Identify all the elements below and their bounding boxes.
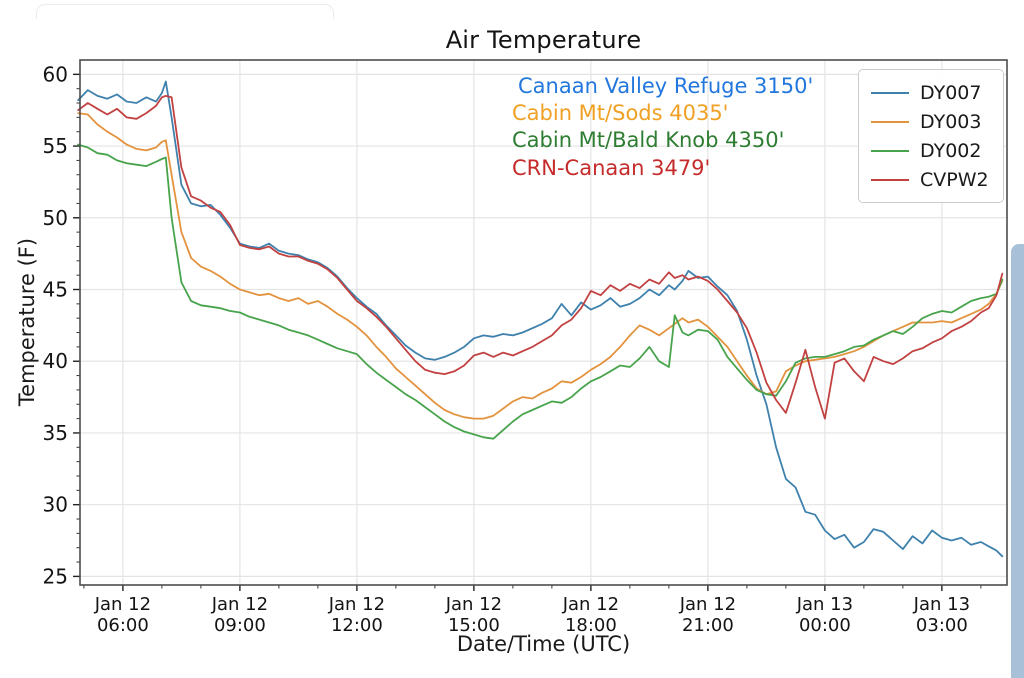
series-line-dy007 [77, 80, 1004, 558]
x-tick-label-date: Jan 12 [211, 594, 268, 615]
series-line-dy002 [77, 143, 1004, 440]
y-tick-label: 35 [43, 421, 68, 445]
y-tick-label: 60 [43, 62, 68, 86]
legend-label: CVPW2 [920, 168, 989, 191]
annotation-canaan-valley-refuge: Canaan Valley Refuge 3150' [518, 74, 814, 98]
y-tick-label: 30 [43, 493, 68, 517]
x-tick-label-time: 12:00 [331, 615, 383, 636]
x-tick-label-date: Jan 12 [445, 594, 502, 615]
window-edge [36, 4, 334, 19]
legend-label: DY003 [920, 110, 982, 133]
x-tick-label-time: 18:00 [565, 615, 617, 636]
x-tick-label-time: 03:00 [916, 615, 968, 636]
y-tick-label: 25 [43, 564, 68, 588]
x-tick-label-date: Jan 12 [94, 594, 151, 615]
chart-title: Air Temperature [445, 26, 642, 54]
legend-line-swatch [871, 178, 909, 181]
legend: DY007 DY003 DY002 CVPW2 [858, 69, 1004, 203]
legend-line-swatch [871, 91, 909, 94]
legend-label: DY002 [920, 139, 982, 162]
legend-item-dy007: DY007 [871, 78, 993, 107]
y-axis-label: Temperature (F) [15, 237, 39, 407]
x-tick-label-date: Jan 13 [913, 594, 970, 615]
y-tick-label: 50 [43, 206, 68, 230]
legend-item-dy002: DY002 [871, 136, 993, 165]
y-tick-label: 55 [43, 134, 68, 158]
vertical-scrollbar-thumb[interactable] [1011, 244, 1024, 678]
plot-border [79, 59, 1008, 586]
annotation-crn-canaan: CRN-Canaan 3479' [512, 156, 711, 180]
x-tick-label-time: 00:00 [799, 615, 851, 636]
y-tick-label: 45 [43, 278, 68, 302]
y-tick-label: 40 [43, 349, 68, 373]
x-tick-label-date: Jan 13 [796, 594, 853, 615]
legend-line-swatch [871, 149, 909, 152]
x-tick-label-date: Jan 12 [679, 594, 736, 615]
x-tick-label-time: 09:00 [214, 615, 266, 636]
x-tick-label-date: Jan 12 [562, 594, 619, 615]
annotation-cabin-mt-bald-knob: Cabin Mt/Bald Knob 4350' [512, 128, 785, 152]
legend-line-swatch [871, 120, 909, 123]
series-line-cvpw2 [77, 95, 1004, 420]
annotation-cabin-mt-sods: Cabin Mt/Sods 4035' [512, 101, 729, 125]
x-tick-label-time: 15:00 [448, 615, 500, 636]
x-tick-label-time: 06:00 [97, 615, 149, 636]
legend-label: DY007 [920, 81, 982, 104]
x-tick-label-date: Jan 12 [328, 594, 385, 615]
x-axis-label: Date/Time (UTC) [456, 632, 631, 656]
legend-item-cvpw2: CVPW2 [871, 165, 993, 194]
series-line-dy003 [77, 112, 1004, 420]
legend-item-dy003: DY003 [871, 107, 993, 136]
x-tick-label-time: 21:00 [682, 615, 734, 636]
